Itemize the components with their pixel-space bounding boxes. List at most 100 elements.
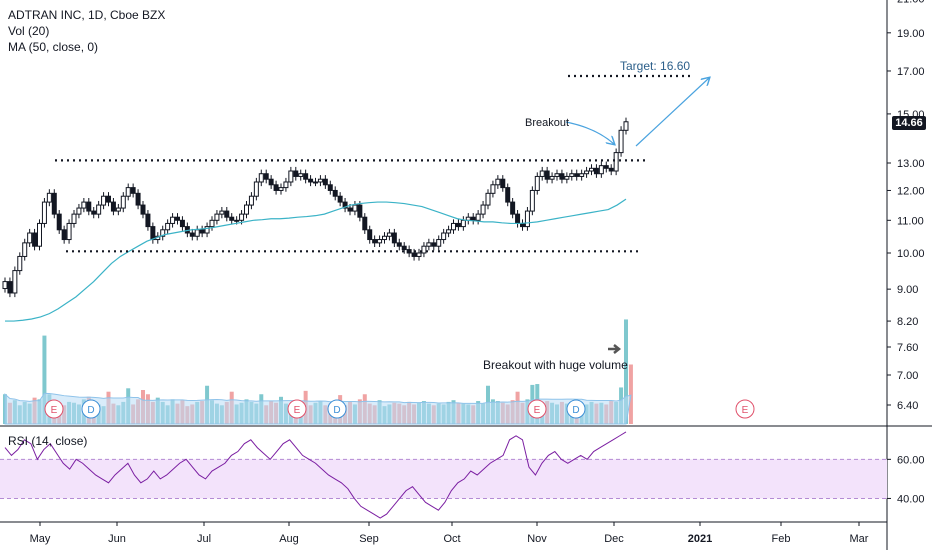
- candle-body: [372, 239, 378, 244]
- month-tick-label: Feb: [772, 533, 791, 545]
- volume-tick-label: 7.60: [897, 342, 918, 354]
- target-annotation: Target: 16.60: [620, 59, 691, 73]
- candle-body: [564, 175, 570, 180]
- earnings-marker: [735, 399, 755, 419]
- candle-body: [475, 213, 481, 221]
- candle-body: [160, 229, 166, 237]
- candle-body: [332, 189, 338, 197]
- candle-body: [382, 235, 387, 241]
- month-tick-label: Oct: [443, 533, 460, 545]
- candle-body: [253, 181, 259, 197]
- candle-body: [534, 175, 540, 191]
- candle-body: [613, 152, 619, 172]
- candle-body: [347, 207, 353, 212]
- candle-body: [106, 195, 111, 203]
- candle-body: [455, 222, 461, 228]
- candle-body: [179, 219, 185, 228]
- candle-body: [189, 232, 195, 237]
- volume-ma-area: [4, 392, 632, 425]
- candle-body: [322, 178, 328, 186]
- earnings-marker: [44, 399, 64, 419]
- candle-body: [244, 204, 249, 215]
- volume-bar: [628, 364, 633, 424]
- candle-body: [618, 129, 624, 154]
- candle-body: [46, 192, 52, 203]
- dividend-marker-label: D: [87, 405, 94, 416]
- candle-body: [313, 181, 318, 184]
- month-tick-label: Sep: [359, 533, 379, 545]
- candle-body: [480, 204, 486, 215]
- candle-body: [485, 192, 491, 206]
- candle-body: [2, 281, 8, 290]
- price-tick-label: 21.00: [897, 0, 925, 5]
- dividend-marker-label: D: [572, 405, 579, 416]
- candle-body: [145, 213, 151, 228]
- candle-body: [623, 121, 629, 131]
- candle-body: [268, 178, 274, 186]
- candle-body: [56, 213, 62, 231]
- candle-body: [559, 173, 565, 180]
- candle-body: [524, 210, 530, 228]
- candle-body: [96, 204, 102, 215]
- candle-body: [51, 192, 57, 215]
- breakout-arrow: [565, 121, 614, 144]
- chart-title: ADTRAN INC, 1D, Cboe BZX: [8, 8, 166, 22]
- month-tick-label: Jun: [108, 533, 126, 545]
- volume-tick-label: 7.00: [897, 370, 918, 382]
- candle-body: [150, 226, 156, 241]
- candle-body: [258, 173, 264, 183]
- candle-body: [41, 201, 47, 224]
- price-tick-label: 13.00: [897, 158, 925, 170]
- price-tick-label: 19.00: [897, 28, 925, 40]
- candle-body: [263, 173, 269, 180]
- month-tick-label: Dec: [604, 533, 624, 545]
- candle-body: [71, 213, 77, 224]
- ma-legend: MA (50, close, 0): [8, 40, 99, 54]
- volume-arrow: [608, 344, 622, 354]
- volume-annotation: Breakout with huge volume: [483, 358, 628, 372]
- candle-body: [37, 222, 42, 247]
- candle-body: [273, 184, 279, 191]
- candle-body: [175, 216, 180, 221]
- candle-body: [135, 192, 141, 206]
- candle-body: [327, 184, 333, 191]
- candle-body: [86, 201, 92, 212]
- candle-body: [194, 229, 200, 237]
- candle-body: [579, 173, 585, 177]
- volume-tick-label: 6.40: [897, 400, 918, 412]
- rsi-band: [0, 459, 887, 499]
- candle-body: [396, 242, 402, 247]
- candle-body: [17, 255, 23, 272]
- volume-bar: [624, 319, 628, 424]
- candle-body: [416, 252, 422, 257]
- candle-body: [278, 187, 284, 191]
- candle-body: [593, 167, 599, 175]
- candle-body: [229, 216, 235, 221]
- candle-body: [529, 189, 535, 212]
- candle-body: [515, 213, 521, 224]
- month-tick-label: 2021: [688, 533, 712, 545]
- candle-body: [61, 229, 67, 241]
- candle-body: [490, 184, 496, 194]
- candle-body: [362, 216, 368, 231]
- candle-body: [214, 213, 220, 221]
- month-tick-label: Aug: [279, 533, 299, 545]
- volume-legend: Vol (20): [8, 24, 50, 38]
- candle-body: [91, 210, 97, 215]
- candle-body: [140, 204, 146, 215]
- candle-body: [441, 232, 447, 241]
- candle-body: [248, 195, 254, 206]
- candle-body: [470, 216, 476, 221]
- candle-body: [342, 201, 348, 209]
- dividend-marker: [566, 399, 586, 419]
- candle-body: [115, 207, 121, 212]
- price-tick-label: 9.00: [897, 284, 918, 296]
- candle-body: [431, 242, 437, 247]
- earnings-marker: [287, 399, 307, 419]
- candle-body: [608, 167, 614, 172]
- price-tick-label: 10.00: [897, 248, 925, 260]
- candle-body: [130, 187, 136, 194]
- candle-body: [76, 207, 82, 215]
- candle-body: [234, 219, 240, 222]
- candle-body: [421, 245, 427, 254]
